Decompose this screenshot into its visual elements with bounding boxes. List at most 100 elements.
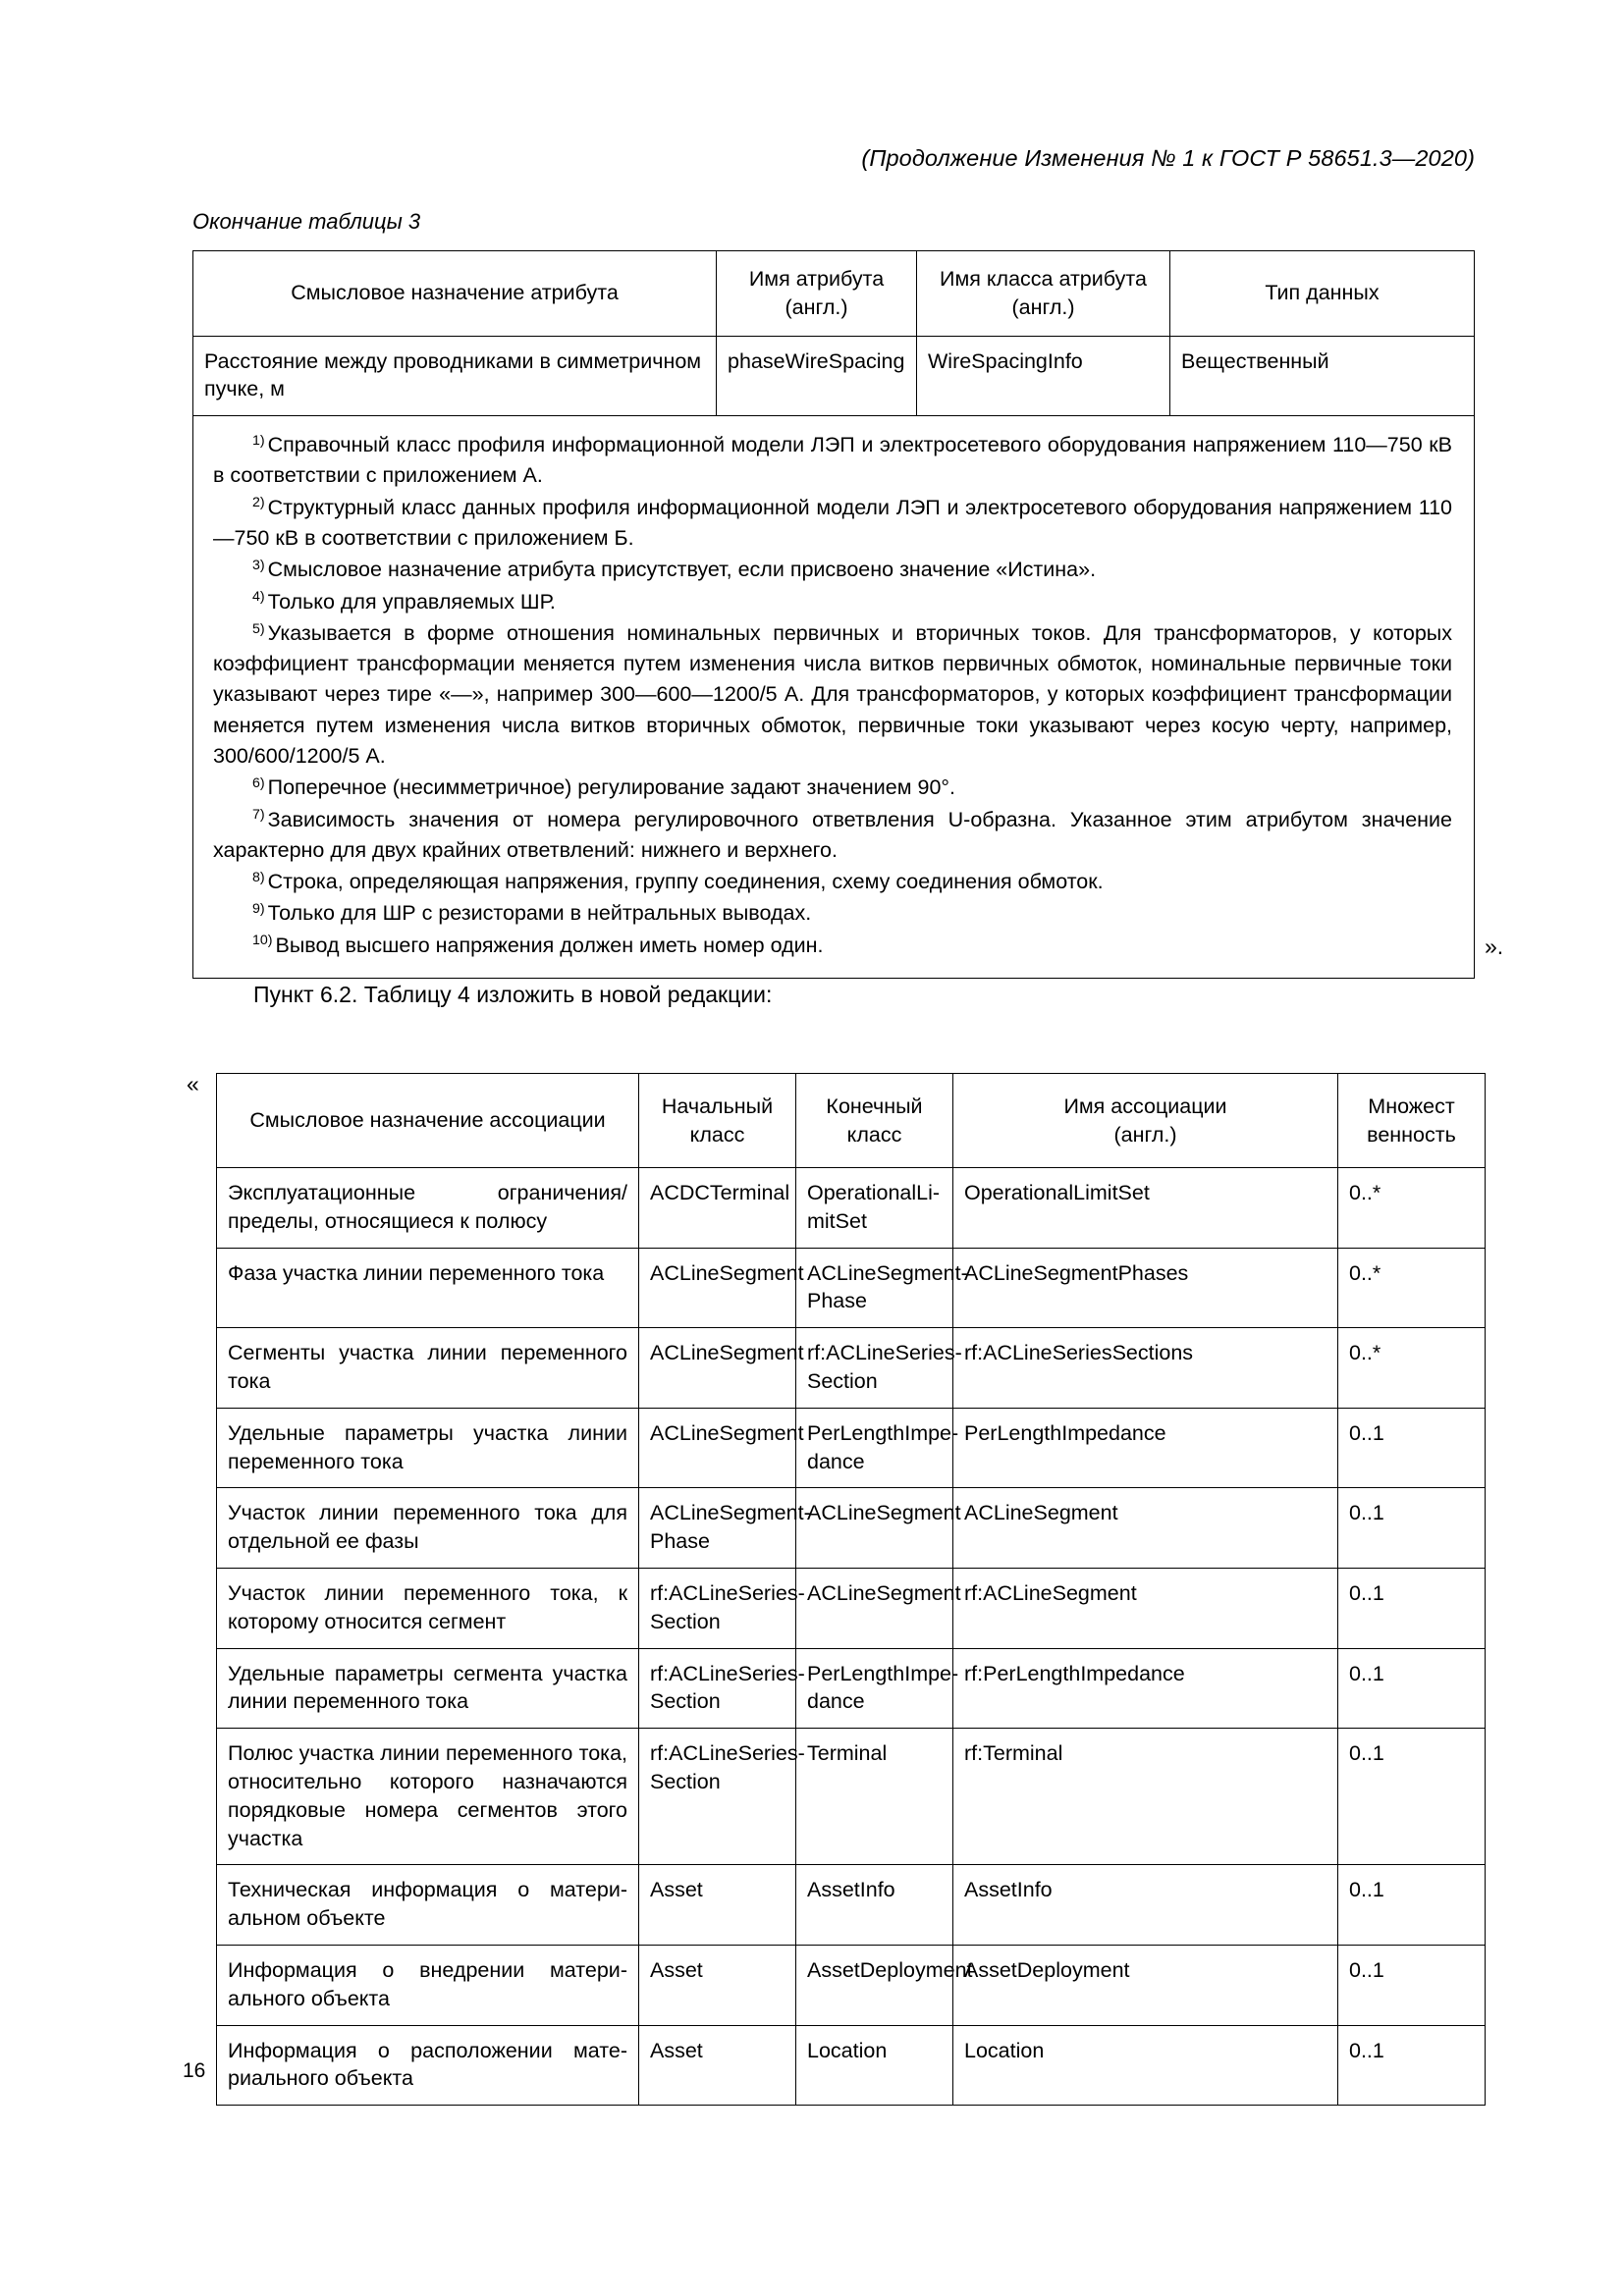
table-row: Участок линии переменного тока, к которо… xyxy=(216,1567,1486,1649)
footnote-text: Справочный класс профиля информационной … xyxy=(213,433,1452,488)
table4-col-assoc-name: Имя ассоциации (англ.) xyxy=(952,1073,1338,1168)
cell-start-class: ACLineSegment xyxy=(638,1247,804,1329)
cell-start-class: Asset xyxy=(638,1944,796,2026)
cell-purpose: Информация о расположении мате­риального… xyxy=(216,2024,639,2107)
cell-attr-class: WireSpacingInfo xyxy=(916,335,1170,417)
table3-body: Расстояние между проводниками в симметри… xyxy=(192,335,1475,979)
cell-start-class: ACLineSegment­Phase xyxy=(638,1487,811,1569)
cell-multiplicity: 0..1 xyxy=(1337,1487,1486,1569)
footnote-text: Строка, определяющая напряжения, группу … xyxy=(267,870,1104,894)
cell-assoc-name: ACLineSegment­Phases xyxy=(952,1247,1338,1329)
cell-purpose: Полюс участка линии переменного тока, от… xyxy=(216,1728,639,1866)
footnote-number: 1) xyxy=(252,432,265,449)
cell-start-class: Asset xyxy=(638,2024,796,2107)
footnote-number: 3) xyxy=(252,557,265,573)
table3-col-attr-name-label: Имя атрибута xyxy=(748,267,885,291)
cell-start-class: ACDCTerminal xyxy=(638,1167,796,1249)
footnote-number: 2) xyxy=(252,495,265,511)
table3-header: Смысловое назначение атрибута Имя атрибу… xyxy=(192,250,1475,337)
footnote: 9) Только для ШР с резисторами в нейтраль… xyxy=(213,898,1452,929)
table3-col-purpose-label: Смысловое назначение атрибута xyxy=(291,281,619,305)
table3-col-data-type: Тип данных xyxy=(1169,250,1475,337)
cell-start-class: rf:ACLineSeries­Section xyxy=(638,1647,805,1730)
cell-purpose: Удельные параметры сегмента участка лини… xyxy=(216,1647,639,1730)
table3-notes: 1) Справочный класс профиля информационно… xyxy=(192,415,1475,979)
cell-assoc-name: AssetDeployment xyxy=(952,1944,1338,2026)
table3-col-attr-class-sub: (англ.) xyxy=(1011,294,1075,319)
footnote-number: 5) xyxy=(252,620,265,637)
table4-col-assoc-name-sub: (англ.) xyxy=(1113,1122,1177,1147)
page-number: 16 xyxy=(183,2059,206,2082)
table4-header-row: Смысловое назначение ассоциации Начальны… xyxy=(216,1073,1486,1168)
cell-assoc-name: rf:ACLineSeries­Sections xyxy=(952,1327,1338,1409)
table-row: Полюс участка линии переменного тока, от… xyxy=(216,1728,1486,1866)
table3-col-attr-class-label: Имя класса атрибута xyxy=(940,267,1147,291)
footnote-number: 10) xyxy=(252,933,273,949)
table4-header: Смысловое назначение ассоциации Начальны… xyxy=(216,1073,1486,1168)
table3-header-row: Смысловое назначение атрибута Имя атрибу… xyxy=(192,250,1475,337)
cell-assoc-name: OperationalLi­mitSet xyxy=(952,1167,1338,1249)
footnote-number: 7) xyxy=(252,807,265,824)
cell-end-class: Terminal xyxy=(795,1728,953,1866)
cell-multiplicity: 0..1 xyxy=(1337,1728,1486,1866)
cell-end-class: Location xyxy=(795,2024,953,2107)
cell-assoc-name: ACLineSegment xyxy=(952,1487,1338,1569)
table4-col-start-class-label: Начальный класс xyxy=(661,1094,774,1147)
cell-end-class: PerLengthImpe­dance xyxy=(795,1407,958,1489)
footnote: 4) Только для управляемых ШР. xyxy=(213,587,1452,617)
table-row: Фаза участка линии переменного тока ACLi… xyxy=(216,1247,1486,1329)
footnote-text: Структурный класс данных профиля информа… xyxy=(213,495,1452,551)
cell-data-type: Вещественный xyxy=(1169,335,1475,417)
cell-multiplicity: 0..1 xyxy=(1337,1864,1486,1946)
footnote-text: Смысловое назначение атрибута присутству… xyxy=(267,558,1097,582)
table4-col-purpose: Смысловое назначение ассоциации xyxy=(216,1073,639,1168)
cell-assoc-name: AssetInfo xyxy=(952,1864,1338,1946)
cell-assoc-name: PerLengthImpe­dance xyxy=(952,1407,1338,1489)
cell-purpose: Расстояние между проводниками в симметри… xyxy=(192,335,717,417)
running-head: (Продолжение Изменения № 1 к ГОСТ Р 5865… xyxy=(861,145,1475,171)
table3-closing-quote: ». xyxy=(1485,934,1504,959)
table4-col-assoc-name-label: Имя ассоциации xyxy=(1063,1094,1227,1118)
footnote: 10) Вывод высшего напряжения должен иметь… xyxy=(213,931,1452,961)
cell-purpose: Техническая информация о матери­альном о… xyxy=(216,1864,639,1946)
cell-assoc-name: Location xyxy=(952,2024,1338,2107)
table4: Смысловое назначение ассоциации Начальны… xyxy=(216,1073,1486,2107)
footnote: 1) Справочный класс профиля информационно… xyxy=(213,430,1452,492)
table-row: Информация о внедрении матери­ального об… xyxy=(216,1944,1486,2026)
footnote-text: Вывод высшего напряжения должен иметь но… xyxy=(275,933,824,957)
table-row: Участок линии переменного тока для отдел… xyxy=(216,1487,1486,1569)
table4-col-purpose-label: Смысловое назначение ассоциации xyxy=(249,1108,606,1133)
cell-purpose: Участок линии переменного тока для отдел… xyxy=(216,1487,639,1569)
cell-purpose: Удельные параметры участка линии перемен… xyxy=(216,1407,639,1489)
cell-multiplicity: 0..1 xyxy=(1337,1647,1486,1730)
footnote-text: Зависимость значения от номера регулиров… xyxy=(213,807,1452,862)
cell-purpose: Информация о внедрении матери­ального об… xyxy=(216,1944,639,2026)
cell-attr-name: phaseWireSpa­cing xyxy=(716,335,917,417)
cell-end-class: AssetDeployment xyxy=(795,1944,973,2026)
cell-purpose: Фаза участка линии переменного тока xyxy=(216,1247,639,1329)
table-row: Эксплуатационные ограничения/ пределы, о… xyxy=(216,1167,1486,1249)
table4-col-multiplicity-label: Множест­ xyxy=(1368,1094,1455,1118)
footnote-number: 6) xyxy=(252,774,265,791)
footnote-text: Указывается в форме отношения номинальны… xyxy=(213,620,1452,768)
cell-end-class: rf:ACLineSeries­Section xyxy=(795,1327,962,1409)
footnote: 5) Указывается в форме отношения номиналь… xyxy=(213,618,1452,772)
cell-end-class: ACLineSegment­Phase xyxy=(795,1247,968,1329)
cell-multiplicity: 0..1 xyxy=(1337,1407,1486,1489)
footnote-text: Только для ШР с резисторами в нейтральны… xyxy=(267,901,812,926)
table-row: Техническая информация о матери­альном о… xyxy=(216,1864,1486,1946)
table4-opening-quote: « xyxy=(187,1071,199,1096)
table-row: Расстояние между проводниками в симметри… xyxy=(192,335,1475,417)
cell-multiplicity: 0..* xyxy=(1337,1327,1486,1409)
footnote-number: 9) xyxy=(252,901,265,918)
cell-assoc-name: rf:PerLengthImpe­dance xyxy=(952,1647,1338,1730)
footnote-number: 4) xyxy=(252,589,265,606)
footnote: 2) Структурный класс данных профиля инфор… xyxy=(213,493,1452,555)
cell-multiplicity: 0..1 xyxy=(1337,1567,1486,1649)
cell-purpose: Эксплуатационные ограничения/ пределы, о… xyxy=(216,1167,639,1249)
cell-start-class: rf:ACLineSeries­Section xyxy=(638,1728,805,1866)
cell-multiplicity: 0..1 xyxy=(1337,1944,1486,2026)
cell-multiplicity: 0..1 xyxy=(1337,2024,1486,2107)
table-row: Удельные параметры сегмента участка лини… xyxy=(216,1647,1486,1730)
footnote-number: 8) xyxy=(252,869,265,885)
